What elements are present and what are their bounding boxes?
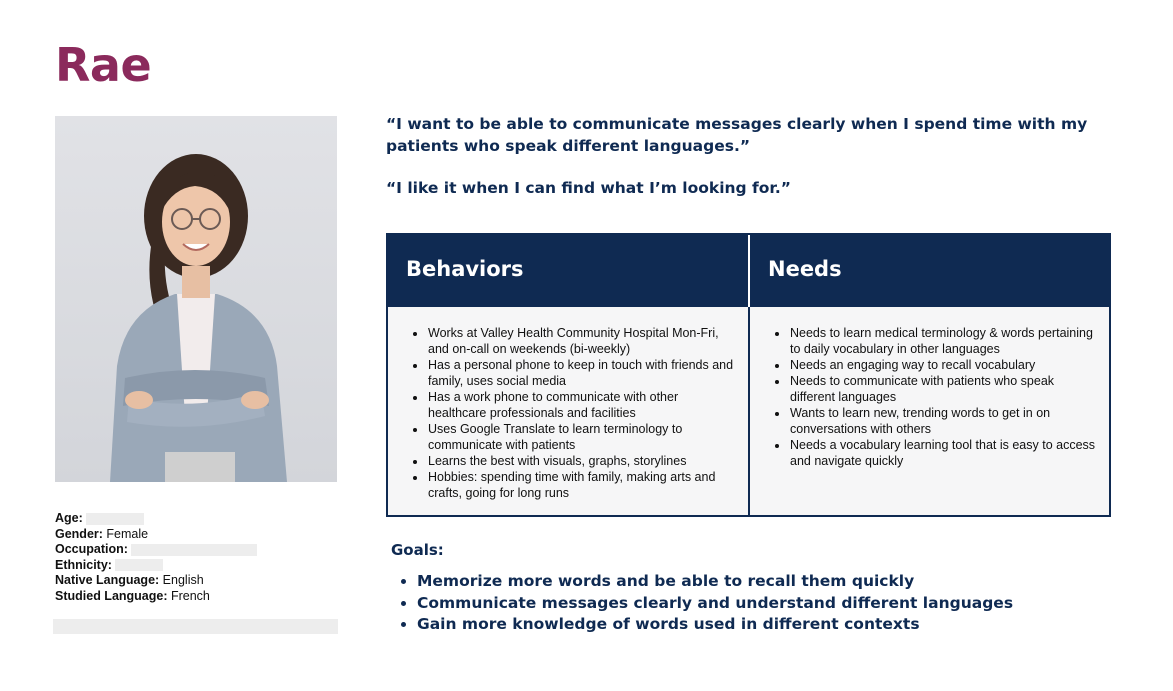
occupation-row: Occupation:	[55, 542, 340, 558]
needs-cell: Needs to learn medical terminology & wor…	[748, 307, 1109, 515]
native-language-value: English	[162, 573, 204, 587]
needs-header: Needs	[748, 235, 1109, 307]
needs-list: Needs to learn medical terminology & wor…	[762, 325, 1099, 469]
age-label: Age:	[55, 511, 83, 525]
quote-1: “I want to be able to communicate messag…	[386, 115, 1088, 155]
behavior-item: Hobbies: spending time with family, maki…	[427, 469, 738, 501]
quote-2: “I like it when I can find what I’m look…	[386, 179, 791, 197]
ethnicity-label: Ethnicity:	[55, 557, 112, 572]
behaviors-header: Behaviors	[388, 235, 748, 307]
behavior-item: Learns the best with visuals, graphs, st…	[427, 453, 738, 469]
goal-item: Gain more knowledge of words used in dif…	[417, 614, 1013, 636]
gender-row: Gender: Female	[55, 527, 340, 543]
need-item: Needs to communicate with patients who s…	[789, 373, 1099, 405]
behavior-item: Works at Valley Health Community Hospita…	[427, 325, 738, 357]
ethnicity-redaction	[115, 559, 164, 572]
occupation-redaction	[131, 543, 258, 556]
gender-value: Female	[106, 526, 149, 541]
studied-language-row: Studied Language: French	[55, 589, 340, 605]
redacted-bar	[53, 619, 338, 634]
goal-item: Communicate messages clearly and underst…	[417, 593, 1013, 615]
studied-language-label: Studied Language:	[55, 588, 168, 603]
gender-label: Gender:	[55, 526, 103, 541]
behavior-item: Has a work phone to communicate with oth…	[427, 389, 738, 421]
quotes: “I want to be able to communicate messag…	[386, 113, 1126, 219]
age-row: Age:	[55, 511, 340, 527]
behavior-item: Uses Google Translate to learn terminolo…	[427, 421, 738, 453]
goal-item: Memorize more words and be able to recal…	[417, 571, 1013, 593]
persona-photo	[55, 116, 337, 482]
behaviors-needs-table: Behaviors Needs Works at Valley Health C…	[386, 233, 1111, 517]
portrait-icon	[110, 154, 287, 482]
ethnicity-row: Ethnicity:	[55, 558, 340, 574]
behaviors-cell: Works at Valley Health Community Hospita…	[388, 307, 748, 515]
goals-list: Memorize more words and be able to recal…	[398, 571, 1013, 636]
need-item: Wants to learn new, trending words to ge…	[789, 405, 1099, 437]
persona-name: Rae	[55, 38, 152, 92]
native-language-row: Native Language: English	[55, 573, 340, 589]
age-redaction	[86, 512, 145, 525]
behavior-item: Has a personal phone to keep in touch wi…	[427, 357, 738, 389]
behaviors-list: Works at Valley Health Community Hospita…	[400, 325, 738, 501]
need-item: Needs to learn medical terminology & wor…	[789, 325, 1099, 357]
goals-title: Goals:	[391, 541, 444, 559]
native-language-label: Native Language:	[55, 573, 160, 587]
demographics: Age: Gender: Female Occupation: Ethnicit…	[55, 511, 340, 604]
need-item: Needs a vocabulary learning tool that is…	[789, 437, 1099, 469]
studied-language-value: French	[170, 588, 210, 603]
need-item: Needs an engaging way to recall vocabula…	[789, 357, 1099, 373]
occupation-label: Occupation:	[55, 542, 128, 556]
